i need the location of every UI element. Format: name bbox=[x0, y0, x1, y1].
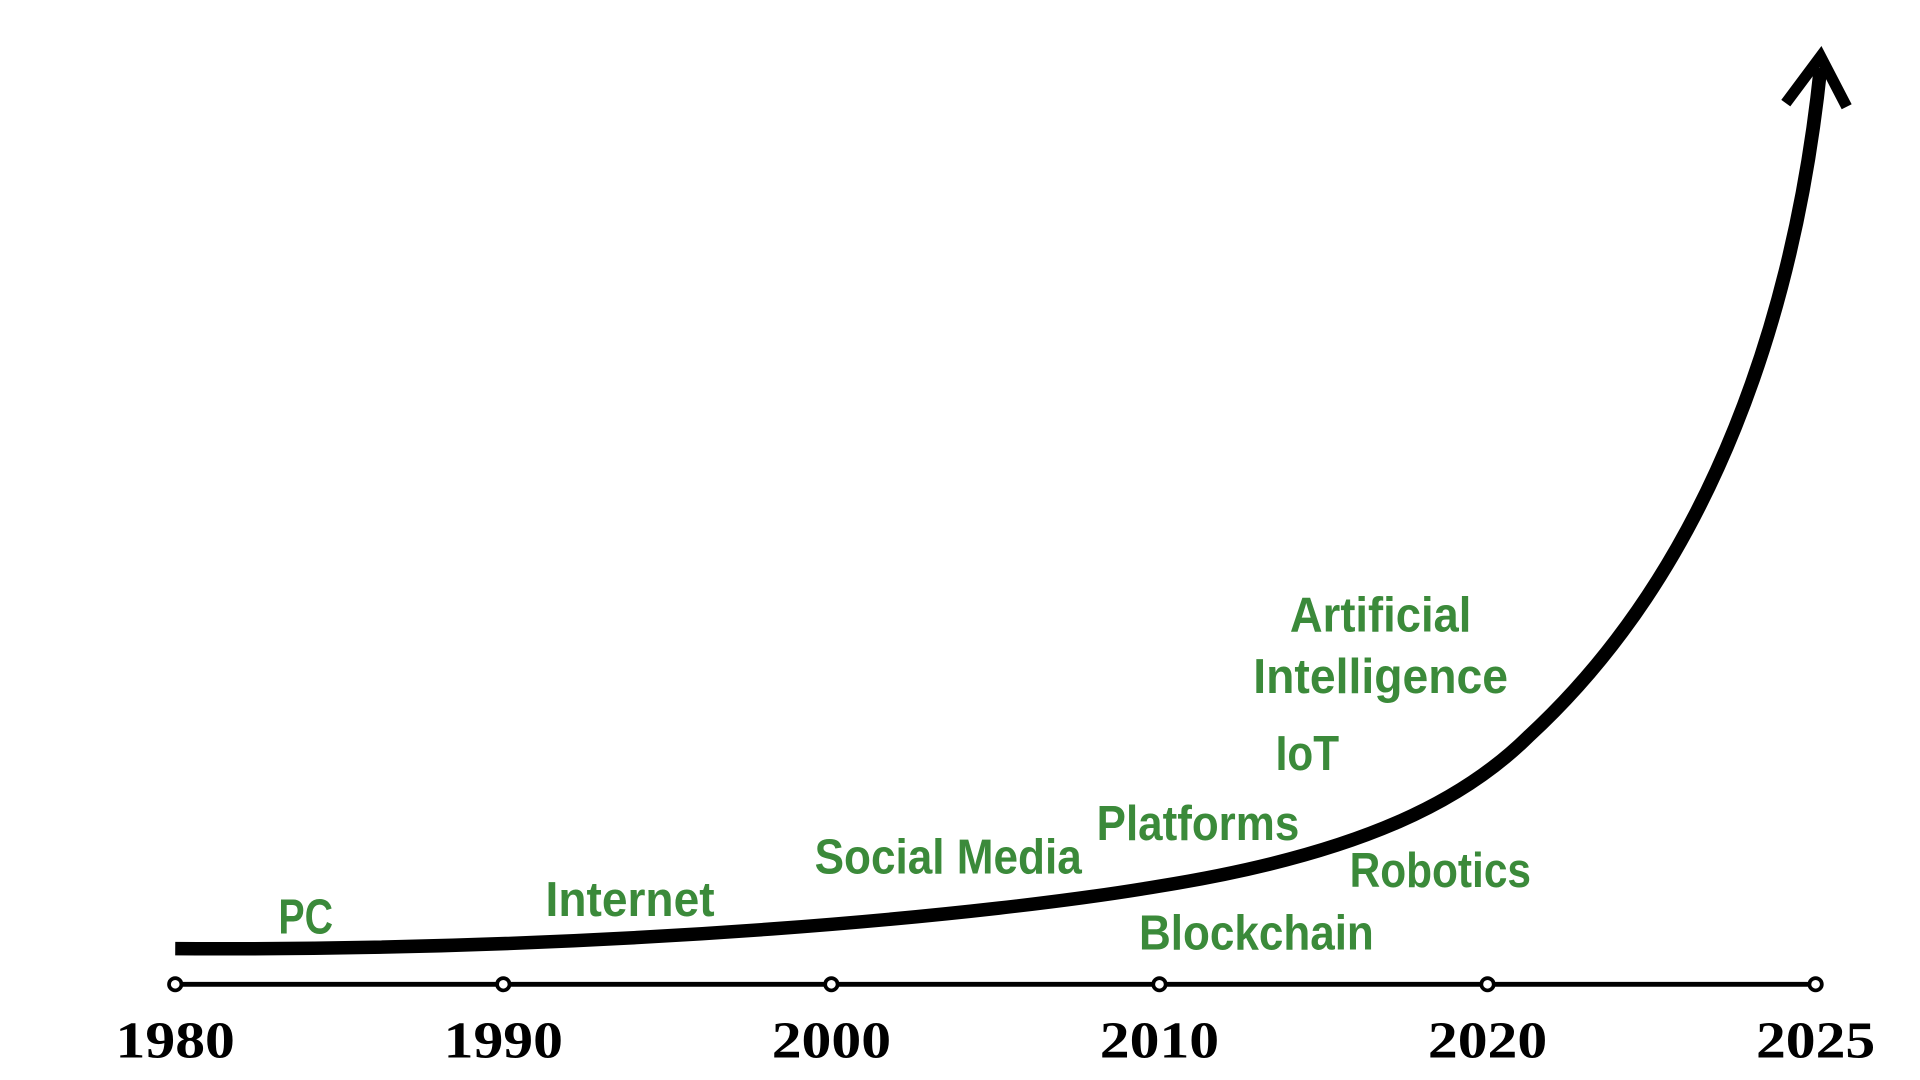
timeline-dot bbox=[495, 976, 512, 993]
technology-label: PC bbox=[278, 890, 333, 945]
timeline-dots bbox=[167, 976, 1824, 993]
technology-label: Intelligence bbox=[1253, 649, 1508, 704]
year-label: 2000 bbox=[772, 1013, 891, 1070]
timeline-dot bbox=[1151, 976, 1168, 993]
technology-label: Artificial bbox=[1290, 588, 1471, 643]
year-label: 2020 bbox=[1428, 1013, 1547, 1070]
technology-label: Internet bbox=[546, 873, 715, 928]
timeline-dot bbox=[1479, 976, 1496, 993]
timeline-dot bbox=[167, 976, 184, 993]
technology-label: Platforms bbox=[1097, 796, 1300, 851]
year-label: 2010 bbox=[1100, 1013, 1219, 1070]
year-label: 1980 bbox=[116, 1013, 235, 1070]
year-label: 2025 bbox=[1756, 1013, 1875, 1070]
technology-label: Social Media bbox=[815, 830, 1083, 885]
timeline-dot bbox=[823, 976, 840, 993]
arrow-head bbox=[1781, 45, 1852, 110]
technology-label: Robotics bbox=[1350, 843, 1531, 898]
technology-label: Blockchain bbox=[1139, 906, 1374, 961]
growth-curve bbox=[175, 66, 1828, 956]
timeline-dot bbox=[1807, 976, 1824, 993]
technology-label: IoT bbox=[1276, 726, 1339, 781]
year-label: 1990 bbox=[444, 1013, 563, 1070]
